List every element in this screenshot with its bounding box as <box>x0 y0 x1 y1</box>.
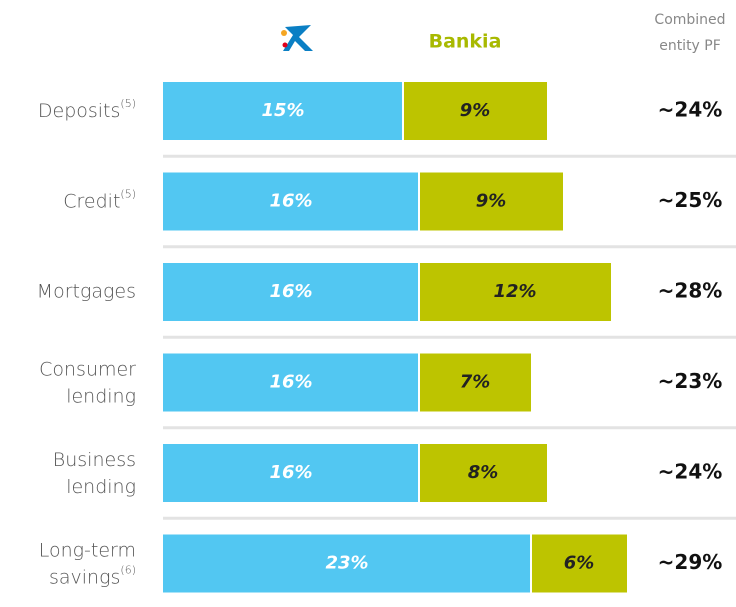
bar <box>403 82 547 140</box>
category-label: Deposits(5) <box>38 97 136 122</box>
category-note: (5) <box>120 97 136 110</box>
bar <box>419 444 547 502</box>
legend-label: Bankia <box>429 31 502 53</box>
bar <box>163 534 531 593</box>
bar <box>163 172 419 231</box>
bar <box>531 534 627 593</box>
total-label: ~28% <box>658 279 723 303</box>
category-label: Long-term savings(6) <box>39 539 136 588</box>
value-label: 16% <box>269 462 312 483</box>
value-label: 12% <box>493 281 536 302</box>
category-label: Consumer lending <box>39 358 136 407</box>
value-label: 23% <box>325 553 368 574</box>
bar <box>163 82 403 140</box>
category-line: Consumer <box>39 358 136 380</box>
category-line: lending <box>66 476 136 498</box>
bar <box>163 444 419 502</box>
category-line: Long-term <box>39 539 136 561</box>
category-note: (6) <box>120 564 136 577</box>
total-label: ~25% <box>658 188 723 212</box>
category-label: Credit(5) <box>63 188 136 213</box>
total-label: ~24% <box>658 460 723 484</box>
bar <box>163 263 419 321</box>
category-note: (5) <box>120 188 136 201</box>
caixabank-logo <box>281 25 313 51</box>
category-line: Business <box>53 449 136 471</box>
value-label: 7% <box>460 372 491 393</box>
value-label: 16% <box>269 281 312 302</box>
category-line: Credit <box>63 190 120 212</box>
value-label: 9% <box>460 100 491 121</box>
value-label: 15% <box>261 100 304 121</box>
category-label: Mortgages <box>37 281 136 303</box>
value-label: 16% <box>269 372 312 393</box>
bar <box>419 172 563 231</box>
total-label: ~29% <box>658 550 723 574</box>
value-label: 16% <box>269 191 312 212</box>
bar <box>419 263 611 321</box>
category-line: lending <box>66 385 136 407</box>
value-label: 8% <box>468 462 499 483</box>
column-header: Combined <box>654 12 725 28</box>
value-label: 6% <box>564 553 595 574</box>
category-line: savings <box>49 566 120 588</box>
bar <box>163 353 419 412</box>
bar <box>419 353 531 412</box>
total-label: ~23% <box>658 369 723 393</box>
value-label: 9% <box>476 191 507 212</box>
column-header: entity PF <box>659 38 721 54</box>
category-label: Business lending <box>53 449 136 498</box>
total-label: ~24% <box>658 98 723 122</box>
category-line: Deposits <box>38 100 121 122</box>
